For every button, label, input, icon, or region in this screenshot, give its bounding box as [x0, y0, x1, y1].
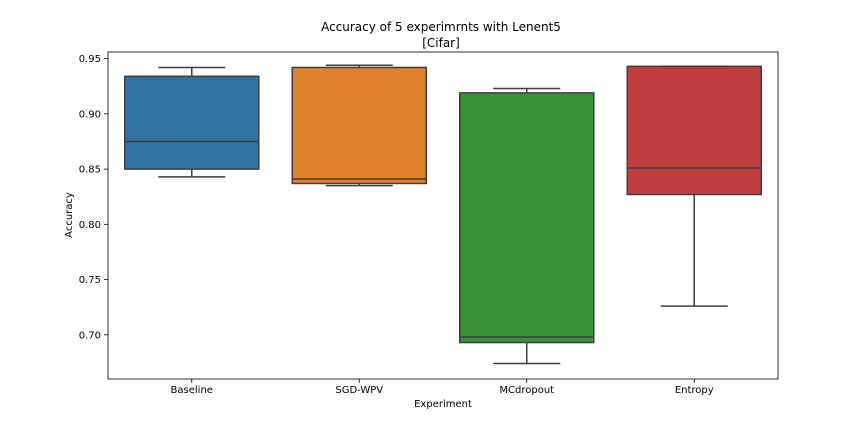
chart-title: Accuracy of 5 experimrnts with Lenent5: [321, 20, 561, 34]
plot-area: [124, 64, 762, 365]
box-sgd-wpv: [291, 66, 427, 185]
y-tick-label: 0.95: [79, 54, 101, 65]
y-tick-label: 0.75: [79, 275, 101, 286]
y-tick-label: 0.70: [79, 330, 101, 341]
plot-frame: [107, 51, 779, 380]
x-tick-label: MCdropout: [499, 385, 554, 396]
box-entropy: [626, 65, 762, 196]
x-axis-label: Experiment: [414, 399, 472, 410]
y-tick-label: 0.80: [79, 220, 101, 231]
box-baseline: [124, 75, 260, 170]
box-mcdropout: [459, 92, 595, 344]
y-axis-label: Accuracy: [64, 192, 75, 238]
x-tick-label: Baseline: [171, 385, 213, 396]
chart-subtitle: [Cifar]: [422, 36, 460, 50]
x-tick-label: Entropy: [675, 385, 714, 396]
x-tick-label: SGD-WPV: [335, 385, 383, 396]
y-tick-label: 0.85: [79, 165, 101, 176]
y-tick-label: 0.90: [79, 109, 101, 120]
